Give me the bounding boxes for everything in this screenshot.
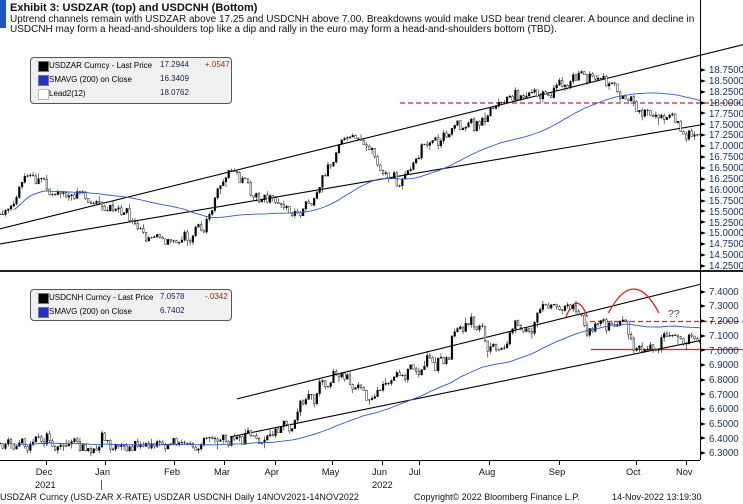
svg-text:??: ?? <box>668 308 680 320</box>
